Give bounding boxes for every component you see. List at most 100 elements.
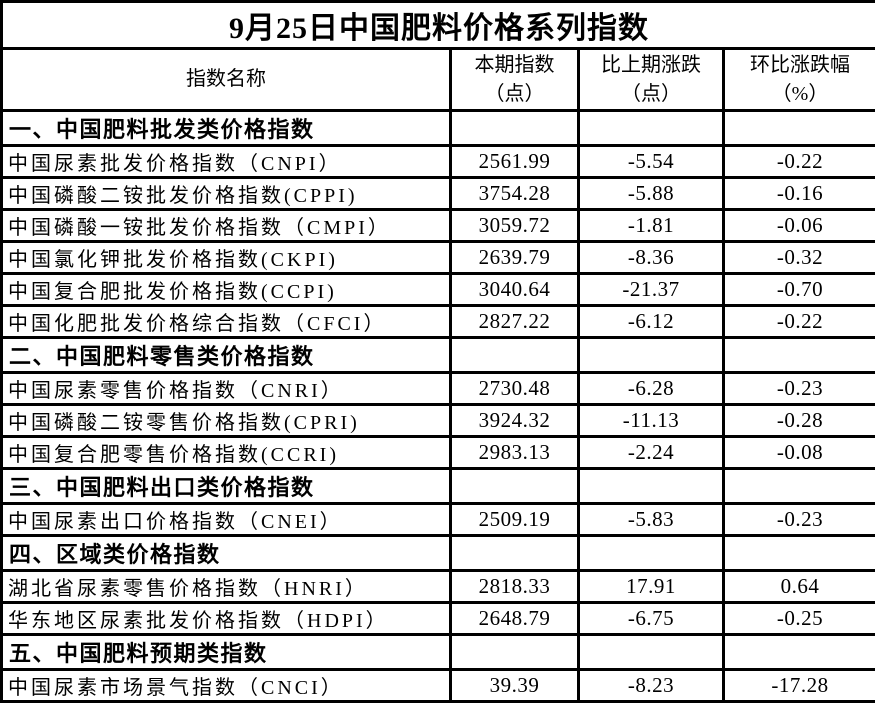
table-row: 中国化肥批发价格综合指数（CFCI） 2827.22 -6.12 -0.22 — [0, 304, 875, 339]
change-cell: -6.12 — [577, 304, 725, 339]
change-cell: -8.23 — [577, 668, 725, 703]
index-name-cell: 中国磷酸二铵批发价格指数(CPPI) — [0, 176, 452, 211]
current-index-cell — [449, 633, 580, 671]
current-index-cell: 2648.79 — [449, 601, 580, 636]
pct-change-cell: -0.25 — [722, 601, 875, 636]
index-name-cell: 中国尿素市场景气指数（CNCI） — [0, 668, 452, 703]
index-name-cell: 一、中国肥料批发类价格指数 — [0, 109, 452, 147]
current-index-cell: 3059.72 — [449, 208, 580, 243]
pct-change-cell: -17.28 — [722, 668, 875, 703]
column-header-unit: （%） — [771, 82, 829, 105]
section-header-row: 五、中国肥料预期类指数 — [0, 633, 875, 671]
change-cell — [577, 336, 725, 374]
column-header-change-vs-previous: 比上期涨跌 （点） — [577, 47, 725, 112]
current-index-cell — [449, 467, 580, 505]
index-name-cell: 中国复合肥批发价格指数(CCPI) — [0, 272, 452, 307]
change-cell: -21.37 — [577, 272, 725, 307]
table-body: 一、中国肥料批发类价格指数 中国尿素批发价格指数（CNPI） 2561.99 -… — [0, 109, 875, 703]
page-title: 9月25日中国肥料价格系列指数 — [0, 0, 875, 50]
index-name-cell: 中国磷酸二铵零售价格指数(CPRI) — [0, 403, 452, 438]
title-row: 9月25日中国肥料价格系列指数 — [0, 0, 875, 50]
pct-change-cell: -0.23 — [722, 502, 875, 537]
table-row: 中国复合肥批发价格指数(CCPI) 3040.64 -21.37 -0.70 — [0, 272, 875, 307]
index-name-cell: 中国氯化钾批发价格指数(CKPI) — [0, 240, 452, 275]
change-cell: -1.81 — [577, 208, 725, 243]
change-cell: -8.36 — [577, 240, 725, 275]
column-header-label: 本期指数 — [474, 53, 555, 76]
pct-change-cell: -0.16 — [722, 176, 875, 211]
current-index-cell: 3040.64 — [449, 272, 580, 307]
pct-change-cell: -0.23 — [722, 371, 875, 406]
fertilizer-index-table: 9月25日中国肥料价格系列指数 指数名称 本期指数 （点） 比上期涨跌 （点） … — [0, 0, 875, 703]
index-name-cell: 湖北省尿素零售价格指数（HNRI） — [0, 569, 452, 604]
current-index-cell — [449, 534, 580, 572]
index-name-cell: 中国尿素出口价格指数（CNEI） — [0, 502, 452, 537]
table-row: 中国尿素出口价格指数（CNEI） 2509.19 -5.83 -0.23 — [0, 502, 875, 537]
pct-change-cell — [722, 534, 875, 572]
pct-change-cell — [722, 336, 875, 374]
change-cell: -6.28 — [577, 371, 725, 406]
current-index-cell: 2561.99 — [449, 144, 580, 179]
change-cell: 17.91 — [577, 569, 725, 604]
pct-change-cell: -0.22 — [722, 144, 875, 179]
pct-change-cell: -0.70 — [722, 272, 875, 307]
table-row: 中国磷酸二铵批发价格指数(CPPI) 3754.28 -5.88 -0.16 — [0, 176, 875, 211]
table-row: 湖北省尿素零售价格指数（HNRI） 2818.33 17.91 0.64 — [0, 569, 875, 604]
column-header-unit: （点） — [621, 82, 681, 105]
change-cell: -6.75 — [577, 601, 725, 636]
change-cell: -5.88 — [577, 176, 725, 211]
section-header-row: 二、中国肥料零售类价格指数 — [0, 336, 875, 374]
section-header-row: 四、区域类价格指数 — [0, 534, 875, 572]
change-cell: -2.24 — [577, 435, 725, 470]
change-cell — [577, 633, 725, 671]
table-row: 中国尿素市场景气指数（CNCI） 39.39 -8.23 -17.28 — [0, 668, 875, 703]
column-header-pct-change: 环比涨跌幅 （%） — [722, 47, 875, 112]
index-name-cell: 五、中国肥料预期类指数 — [0, 633, 452, 671]
pct-change-cell: -0.22 — [722, 304, 875, 339]
change-cell — [577, 467, 725, 505]
index-name-cell: 中国尿素零售价格指数（CNRI） — [0, 371, 452, 406]
column-header-index-name: 指数名称 — [0, 47, 452, 112]
current-index-cell: 3754.28 — [449, 176, 580, 211]
index-name-cell: 华东地区尿素批发价格指数（HDPI） — [0, 601, 452, 636]
table-row: 中国磷酸一铵批发价格指数（CMPI） 3059.72 -1.81 -0.06 — [0, 208, 875, 243]
change-cell: -5.83 — [577, 502, 725, 537]
column-header-label: 环比涨跌幅 — [750, 53, 850, 76]
pct-change-cell — [722, 633, 875, 671]
table-row: 中国尿素批发价格指数（CNPI） 2561.99 -5.54 -0.22 — [0, 144, 875, 179]
table-row: 中国复合肥零售价格指数(CCRI) 2983.13 -2.24 -0.08 — [0, 435, 875, 470]
current-index-cell: 3924.32 — [449, 403, 580, 438]
column-header-label: 比上期涨跌 — [601, 53, 701, 76]
index-name-cell: 四、区域类价格指数 — [0, 534, 452, 572]
current-index-cell — [449, 336, 580, 374]
column-header-label: 指数名称 — [186, 68, 266, 90]
index-name-cell: 中国化肥批发价格综合指数（CFCI） — [0, 304, 452, 339]
current-index-cell: 2730.48 — [449, 371, 580, 406]
change-cell: -5.54 — [577, 144, 725, 179]
index-name-cell: 中国复合肥零售价格指数(CCRI) — [0, 435, 452, 470]
pct-change-cell: -0.06 — [722, 208, 875, 243]
change-cell — [577, 109, 725, 147]
current-index-cell: 2827.22 — [449, 304, 580, 339]
table-row: 中国氯化钾批发价格指数(CKPI) 2639.79 -8.36 -0.32 — [0, 240, 875, 275]
table-row: 中国尿素零售价格指数（CNRI） 2730.48 -6.28 -0.23 — [0, 371, 875, 406]
table-row: 华东地区尿素批发价格指数（HDPI） 2648.79 -6.75 -0.25 — [0, 601, 875, 636]
current-index-cell: 2509.19 — [449, 502, 580, 537]
index-name-cell: 中国磷酸一铵批发价格指数（CMPI） — [0, 208, 452, 243]
current-index-cell: 2983.13 — [449, 435, 580, 470]
pct-change-cell — [722, 467, 875, 505]
table-row: 中国磷酸二铵零售价格指数(CPRI) 3924.32 -11.13 -0.28 — [0, 403, 875, 438]
change-cell — [577, 534, 725, 572]
index-name-cell: 三、中国肥料出口类价格指数 — [0, 467, 452, 505]
pct-change-cell: -0.28 — [722, 403, 875, 438]
change-cell: -11.13 — [577, 403, 725, 438]
pct-change-cell: -0.08 — [722, 435, 875, 470]
index-name-cell: 中国尿素批发价格指数（CNPI） — [0, 144, 452, 179]
section-header-row: 三、中国肥料出口类价格指数 — [0, 467, 875, 505]
pct-change-cell: -0.32 — [722, 240, 875, 275]
current-index-cell: 2639.79 — [449, 240, 580, 275]
current-index-cell: 2818.33 — [449, 569, 580, 604]
column-header-current-index: 本期指数 （点） — [449, 47, 580, 112]
section-header-row: 一、中国肥料批发类价格指数 — [0, 109, 875, 147]
column-header-row: 指数名称 本期指数 （点） 比上期涨跌 （点） 环比涨跌幅 （%） — [0, 47, 875, 112]
